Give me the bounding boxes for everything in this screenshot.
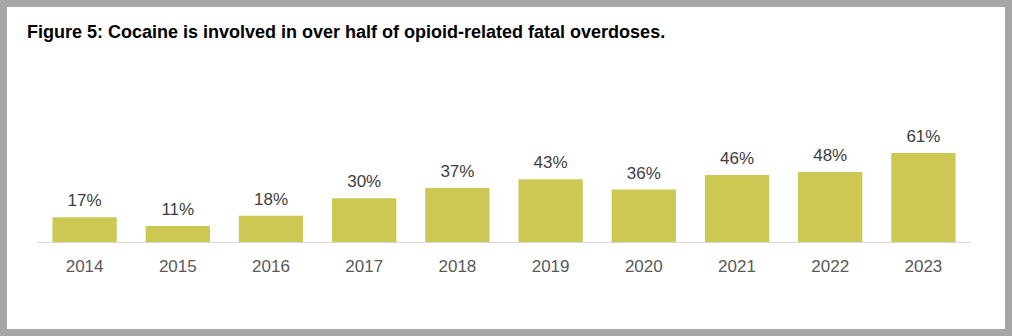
- svg-text:2019: 2019: [532, 257, 570, 276]
- svg-text:2014: 2014: [66, 257, 104, 276]
- svg-text:37%: 37%: [440, 162, 474, 181]
- svg-text:2015: 2015: [159, 257, 197, 276]
- svg-text:Figure 5: Cocaine is involved: Figure 5: Cocaine is involved in over ha…: [27, 22, 665, 42]
- svg-text:17%: 17%: [68, 191, 102, 210]
- svg-text:48%: 48%: [813, 146, 847, 165]
- svg-text:11%: 11%: [161, 200, 194, 219]
- svg-text:2020: 2020: [625, 257, 663, 276]
- svg-text:18%: 18%: [254, 190, 288, 209]
- svg-text:43%: 43%: [534, 153, 568, 172]
- svg-text:36%: 36%: [627, 164, 661, 183]
- svg-text:30%: 30%: [347, 172, 381, 191]
- svg-text:2016: 2016: [252, 257, 290, 276]
- svg-text:61%: 61%: [906, 127, 940, 146]
- svg-text:2023: 2023: [904, 257, 942, 276]
- svg-text:2017: 2017: [345, 257, 383, 276]
- svg-text:2022: 2022: [811, 257, 849, 276]
- svg-text:2021: 2021: [718, 257, 756, 276]
- svg-text:2018: 2018: [438, 257, 476, 276]
- svg-text:46%: 46%: [720, 149, 754, 168]
